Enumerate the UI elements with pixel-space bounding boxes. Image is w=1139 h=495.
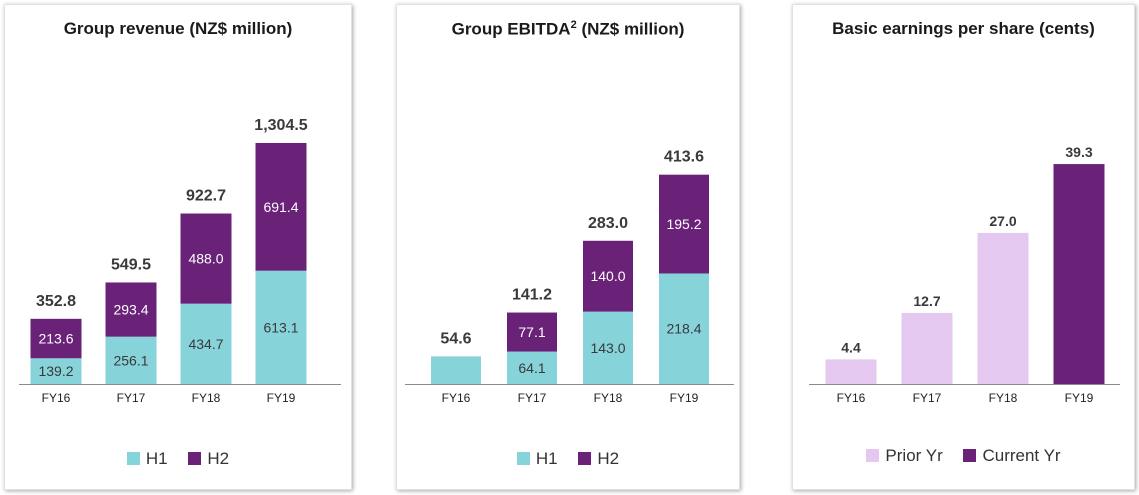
data-label-h1-fy18: 434.7 xyxy=(188,336,223,352)
bar-h1-fy19 xyxy=(255,270,307,384)
data-label-h1-fy18: 143.0 xyxy=(590,340,625,356)
legend-item-current-yr: Current Yr xyxy=(963,445,1061,466)
ebitda-title-main: Group EBITDA xyxy=(451,19,571,39)
data-label-eps-fy18: 27.0 xyxy=(989,213,1016,229)
tick-label-fy19: FY19 xyxy=(1065,391,1094,405)
legend-label-h1: H1 xyxy=(535,448,558,468)
legend-item-h2: H2 xyxy=(578,449,619,469)
data-label-h1-fy17: 64.1 xyxy=(518,360,545,376)
total-label-fy17: 549.5 xyxy=(111,256,151,273)
ebitda-legend: H1 H2 xyxy=(397,448,739,469)
data-label-eps-fy19: 39.3 xyxy=(1065,144,1092,160)
bar-eps-fy19 xyxy=(1053,164,1105,384)
ebitda-chart: 54.6 FY16 64.1 77.1 141.2 FY17 143.0 140.0 283.0… xyxy=(405,149,734,405)
bar-h2-fy16 xyxy=(30,318,82,359)
bar-h1-fy16 xyxy=(431,356,481,384)
bar-h2-fy18 xyxy=(583,240,633,312)
bar-h1-fy17 xyxy=(105,336,157,384)
legend-item-prior-yr: Prior Yr xyxy=(866,445,943,466)
bar-h2-fy19 xyxy=(255,142,307,271)
bar-h1-fy18 xyxy=(180,303,232,384)
eps-chart-title: Basic earnings per share (cents) xyxy=(832,19,1095,38)
data-label-h2-fy18: 488.0 xyxy=(188,251,223,267)
revenue-legend: H1 H2 xyxy=(5,448,351,469)
bar-h2-fy17 xyxy=(507,312,557,352)
legend-swatch-prior-yr xyxy=(866,448,880,462)
total-label-fy18: 283.0 xyxy=(588,215,628,232)
bar-eps-fy16 xyxy=(825,359,877,384)
bar-h2-fy19 xyxy=(659,174,709,274)
data-label-h2-fy19: 195.2 xyxy=(666,216,701,232)
total-label-fy17: 141.2 xyxy=(512,287,552,304)
tick-label-fy18: FY18 xyxy=(192,391,221,405)
legend-item-h1: H1 xyxy=(516,448,558,469)
tick-label-fy16: FY16 xyxy=(42,391,71,405)
legend-swatch-h1 xyxy=(516,451,530,465)
data-label-h2-fy19: 691.4 xyxy=(263,199,298,215)
legend-label-prior-yr: Prior Yr xyxy=(885,445,943,465)
tick-label-fy19: FY19 xyxy=(670,391,699,405)
legend-item-h1: H1 xyxy=(126,448,168,469)
ebitda-chart-title: Group EBITDA2 (NZ$ million) xyxy=(397,19,739,40)
bar-h1-fy17 xyxy=(507,351,557,384)
tick-label-fy19: FY19 xyxy=(267,391,296,405)
legend-swatch-current-yr xyxy=(963,448,977,462)
data-label-h2-fy16: 213.6 xyxy=(38,331,73,347)
legend-swatch-h1 xyxy=(126,451,140,465)
tick-label-fy17: FY17 xyxy=(518,391,547,405)
total-label-fy16: 54.6 xyxy=(440,330,471,347)
legend-label-current-yr: Current Yr xyxy=(982,445,1061,465)
bar-eps-fy17 xyxy=(901,312,953,384)
bar-eps-fy18 xyxy=(977,232,1029,384)
total-label-fy19: 1,304.5 xyxy=(254,117,307,134)
total-label-fy18: 922.7 xyxy=(186,188,226,205)
legend-item-h2: H2 xyxy=(188,449,229,469)
eps-chart: 4.4 FY16 12.7 FY17 27.0 FY18 39.3 FY19 xyxy=(809,144,1120,405)
total-label-fy16: 352.8 xyxy=(36,293,76,310)
data-label-h1-fy17: 256.1 xyxy=(113,352,148,368)
legend-label-h1: H1 xyxy=(145,448,168,468)
tick-label-fy17: FY17 xyxy=(117,391,146,405)
bar-h2-fy17 xyxy=(105,282,157,337)
revenue-chart: 139.2 213.6 352.8 FY16 256.1 293.4 549.5 FY17 43… xyxy=(19,117,341,405)
tick-label-fy16: FY16 xyxy=(442,391,471,405)
bar-h1-fy19 xyxy=(659,273,709,384)
data-label-h2-fy18: 140.0 xyxy=(590,268,625,284)
tick-label-fy17: FY17 xyxy=(913,391,942,405)
tick-label-fy16: FY16 xyxy=(837,391,866,405)
eps-chart-panel: Basic earnings per share (cents) 4.4 FY16… xyxy=(792,4,1135,490)
revenue-chart-panel: Group revenue (NZ$ million) 139.2 213.6 35… xyxy=(4,4,352,490)
legend-label-h2: H2 xyxy=(207,448,230,468)
ebitda-chart-panel: Group EBITDA2 (NZ$ million) 54.6 FY16 64.1… xyxy=(396,4,740,490)
legend-swatch-h2 xyxy=(578,451,592,465)
tick-label-fy18: FY18 xyxy=(989,391,1018,405)
bar-h1-fy16 xyxy=(30,358,82,384)
data-label-h2-fy17: 293.4 xyxy=(113,302,148,318)
total-label-fy19: 413.6 xyxy=(664,149,704,166)
eps-legend: Prior Yr Current Yr xyxy=(793,445,1134,466)
data-label-h1-fy19: 613.1 xyxy=(263,319,298,335)
ebitda-title-units: (NZ$ million) xyxy=(576,19,685,39)
ebitda-title-footnote: 2 xyxy=(570,19,577,31)
bar-h2-fy18 xyxy=(180,213,232,304)
data-label-eps-fy16: 4.4 xyxy=(841,339,861,355)
tick-label-fy18: FY18 xyxy=(594,391,623,405)
data-label-h1-fy16: 139.2 xyxy=(38,363,73,379)
bar-h1-fy18 xyxy=(583,311,633,384)
legend-label-h2: H2 xyxy=(597,448,620,468)
legend-swatch-h2 xyxy=(188,451,202,465)
data-label-h1-fy19: 218.4 xyxy=(666,321,701,337)
data-label-h2-fy17: 77.1 xyxy=(518,324,545,340)
revenue-chart-title: Group revenue (NZ$ million) xyxy=(63,19,293,38)
data-label-eps-fy17: 12.7 xyxy=(913,293,940,309)
